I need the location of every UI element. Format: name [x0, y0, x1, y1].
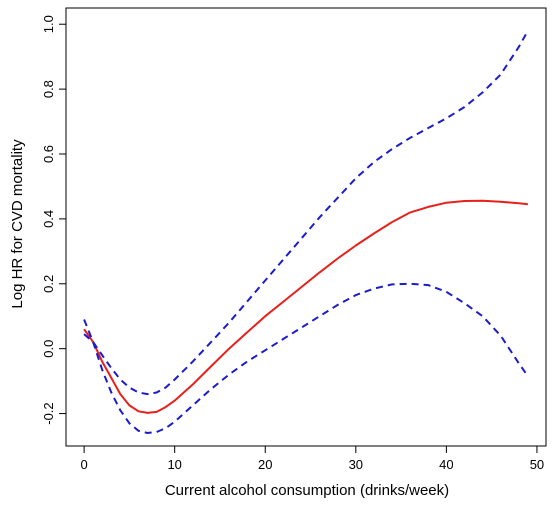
y-tick-label: 0.0 [41, 340, 56, 358]
upper-ci-line [83, 30, 529, 396]
y-axis: -0.2 0.0 0.2 0.4 0.6 0.8 1.0 [41, 15, 66, 425]
y-axis-title: Log HR for CVD mortality [9, 139, 26, 309]
estimate-line [83, 199, 529, 414]
y-tick-label: -0.2 [41, 402, 56, 424]
y-tick-label: 1.0 [41, 15, 56, 33]
lower-ci-line [83, 282, 529, 434]
y-tick-label: 0.8 [41, 80, 56, 98]
x-tick-label: 30 [349, 457, 363, 472]
y-tick-label: 0.2 [41, 275, 56, 293]
series-layer [83, 30, 529, 434]
x-tick-label: 40 [439, 457, 453, 472]
x-tick-label: 20 [258, 457, 272, 472]
x-tick-label: 10 [167, 457, 181, 472]
x-tick-label: 50 [530, 457, 544, 472]
x-axis-title: Current alcohol consumption (drinks/week… [165, 482, 449, 499]
x-axis: 0 10 20 30 40 50 [80, 446, 544, 472]
y-tick-label: 0.6 [41, 145, 56, 163]
x-tick-label: 0 [80, 457, 87, 472]
plot-frame [65, 7, 547, 447]
y-tick-label: 0.4 [41, 210, 56, 228]
